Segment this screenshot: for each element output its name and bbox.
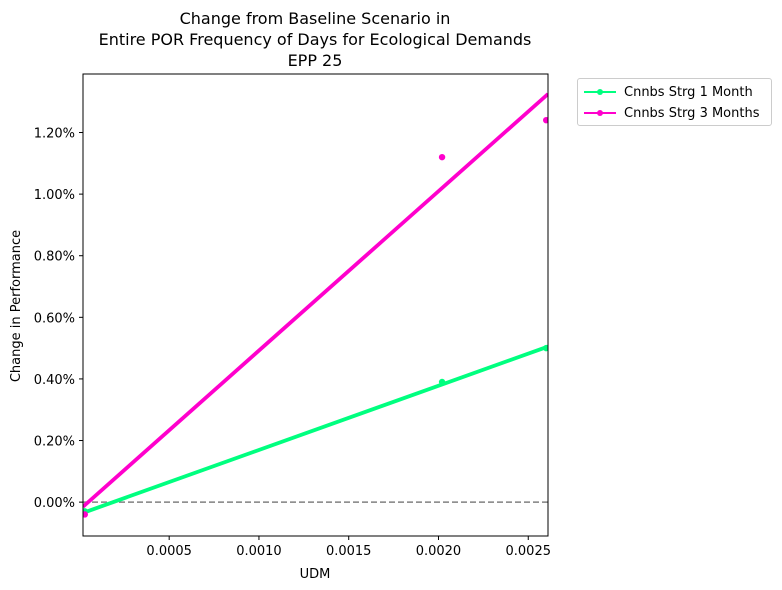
legend-swatch-1-month <box>584 86 616 98</box>
y-tick-label: 0.20% <box>34 435 75 450</box>
plot-area <box>82 73 549 537</box>
data-point-series-2-1 <box>83 511 88 518</box>
legend-label-1-month: Cnnbs Strg 1 Month <box>624 84 753 100</box>
data-point-series-1-3 <box>543 344 548 352</box>
x-tick-label: 0.0010 <box>236 544 282 559</box>
plot-contents <box>83 92 548 518</box>
x-tick-label: 0.0025 <box>506 544 552 559</box>
legend-item-3-months: Cnnbs Strg 3 Months <box>584 103 759 123</box>
y-tick-label: 1.00% <box>34 188 75 203</box>
y-axis-ticks: 0.00% 0.20% 0.40% 0.60% 0.80% 1.00% 1.20% <box>34 127 83 511</box>
y-tick-label: 0.60% <box>34 311 75 326</box>
legend-label-3-months: Cnnbs Strg 3 Months <box>624 105 760 121</box>
x-tick-label: 0.0020 <box>416 544 462 559</box>
y-tick-label: 0.80% <box>34 250 75 265</box>
plot-frame <box>82 73 549 537</box>
y-tick-label: 1.20% <box>34 127 75 142</box>
data-point-series-2-3 <box>543 117 548 124</box>
trend-line-series-2 <box>83 92 548 509</box>
legend-item-1-month: Cnnbs Strg 1 Month <box>584 82 753 102</box>
chart-title-line-1: Change from Baseline Scenario in <box>180 9 451 28</box>
y-axis-label: Change in Performance <box>9 230 24 382</box>
y-tick-label: 0.40% <box>34 373 75 388</box>
x-axis-label: UDM <box>300 567 331 582</box>
x-tick-label: 0.0005 <box>146 544 192 559</box>
x-axis-ticks: 0.0005 0.0010 0.0015 0.0020 0.0025 <box>146 536 551 559</box>
trend-line-series-1 <box>83 344 548 515</box>
data-point-series-2-2 <box>438 153 446 161</box>
legend: Cnnbs Strg 1 Month Cnnbs Strg 3 Months <box>577 78 772 126</box>
x-tick-label: 0.0015 <box>326 544 372 559</box>
y-tick-label: 0.00% <box>34 496 75 511</box>
chart-title-line-3: EPP 25 <box>288 51 343 70</box>
data-point-series-1-2 <box>438 378 446 386</box>
legend-swatch-3-months <box>584 107 616 119</box>
chart-title-line-2: Entire POR Frequency of Days for Ecologi… <box>99 30 532 49</box>
